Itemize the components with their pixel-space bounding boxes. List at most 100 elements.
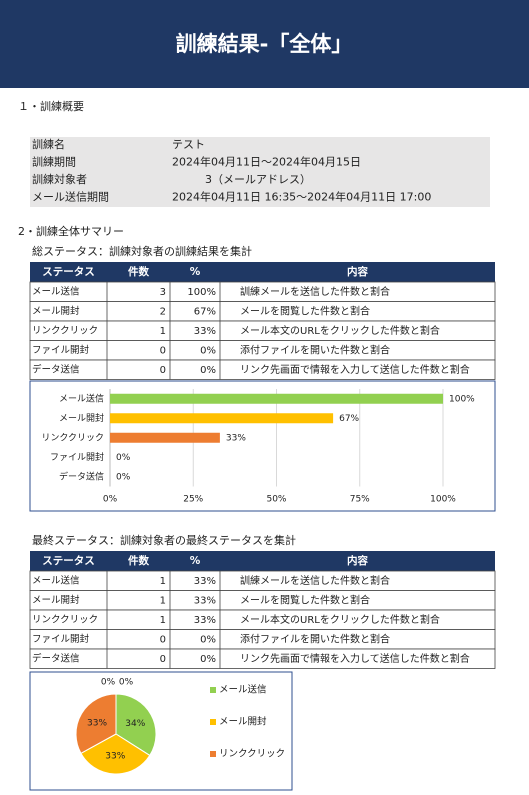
data-label: 100% — [449, 394, 475, 404]
cell: リンククリック — [32, 326, 98, 337]
cell: 1 — [160, 615, 166, 626]
bar — [110, 393, 443, 404]
cell: データ送信 — [32, 653, 80, 665]
cell: 67% — [194, 307, 216, 318]
column-header: % — [190, 266, 201, 278]
y-tick-label: ファイル開封 — [50, 451, 104, 463]
data-label: 34% — [125, 719, 145, 729]
x-tick-label: 0% — [103, 495, 118, 505]
x-tick-label: 50% — [266, 495, 286, 505]
cell: 0% — [200, 346, 216, 357]
cell: ファイル開封 — [32, 344, 90, 356]
data-label: 0% — [116, 453, 131, 463]
cell: 1 — [160, 326, 166, 337]
overview-bg — [30, 137, 490, 207]
cell: 訓練メールを送信した件数と割合 — [240, 574, 390, 587]
cell: 33% — [194, 576, 216, 587]
cell: メールを閲覧した件数と割合 — [240, 305, 370, 318]
field-label: 訓練対象者 — [32, 172, 87, 186]
table-header — [30, 262, 495, 282]
cell: 33% — [194, 596, 216, 607]
cell: 添付ファイルを開いた件数と割合 — [240, 344, 390, 357]
y-tick-label: リンククリック — [41, 432, 104, 443]
pie-slice — [75, 693, 117, 754]
chart-frame — [29, 671, 293, 791]
cell: ファイル開封 — [32, 633, 90, 645]
column-header: 内容 — [347, 265, 368, 278]
cell: 100% — [187, 287, 216, 298]
cell: メール本文のURLをクリックした件数と割合 — [240, 613, 440, 626]
cell: メール開封 — [32, 594, 80, 606]
cell: メール本文のURLをクリックした件数と割合 — [240, 324, 440, 337]
data-label: 0% — [101, 678, 116, 688]
chart-frame — [29, 380, 496, 512]
cell: リンク先画面で情報を入力して送信した件数と割合 — [240, 363, 470, 376]
legend-swatch — [210, 687, 216, 693]
section-heading: １・訓練概要 — [18, 99, 84, 113]
legend-swatch — [210, 751, 216, 757]
cell: 0% — [200, 635, 216, 646]
y-tick-label: メール送信 — [59, 392, 104, 404]
subtitle: 総ステータス：訓練対象者の訓練結果を集計 — [32, 244, 252, 258]
data-label: 0% — [116, 472, 131, 482]
data-label: 0% — [119, 678, 134, 688]
legend-label: リンククリック — [219, 749, 285, 760]
column-header: ステータス — [42, 266, 95, 278]
cell: 33% — [194, 615, 216, 626]
cell: 添付ファイルを開いた件数と割合 — [240, 633, 390, 646]
data-label: 33% — [105, 751, 125, 761]
title: 訓練結果-「全体」 — [176, 32, 353, 56]
legend-label: メール開封 — [219, 716, 267, 728]
cell: メール送信 — [32, 286, 80, 298]
bar — [110, 432, 220, 443]
table-row — [29, 359, 496, 380]
x-tick-label: 25% — [183, 495, 203, 505]
cell: 0% — [200, 654, 216, 665]
cell: 0% — [200, 365, 216, 376]
cell: 1 — [160, 596, 166, 607]
cell: 33% — [194, 326, 216, 337]
field-label: メール送信期間 — [32, 190, 109, 204]
header-band — [0, 0, 529, 88]
bar — [110, 413, 334, 424]
field-label: 訓練期間 — [32, 155, 76, 169]
cell: メール開封 — [32, 305, 80, 317]
cell: 訓練メールを送信した件数と割合 — [240, 285, 390, 298]
legend-swatch — [210, 719, 216, 725]
column-header: 件数 — [128, 554, 149, 567]
cell: 3 — [160, 287, 166, 298]
section-heading: 2・訓練全体サマリー — [18, 224, 124, 238]
field-label: 訓練名 — [32, 137, 65, 151]
cell: 0 — [160, 365, 166, 376]
subtitle: 最終ステータス：訓練対象者の最終ステータスを集計 — [32, 533, 296, 547]
x-tick-label: 100% — [430, 495, 456, 505]
field-value: 3（メールアドレス） — [205, 173, 311, 186]
table-header — [30, 551, 495, 571]
cell: 0 — [160, 635, 166, 646]
column-header: % — [190, 555, 201, 567]
cell: 0 — [160, 346, 166, 357]
cell: データ送信 — [32, 364, 80, 376]
field-value: 2024年04月11日～2024年04月15日 — [172, 155, 361, 169]
table-row — [29, 648, 496, 669]
y-tick-label: データ送信 — [59, 470, 104, 482]
cell: リンククリック — [32, 615, 98, 626]
cell: メール送信 — [32, 575, 80, 587]
cell: 0 — [160, 654, 166, 665]
cell: 1 — [160, 576, 166, 587]
legend-label: メール送信 — [219, 684, 267, 696]
data-label: 67% — [339, 414, 359, 424]
cell: リンク先画面で情報を入力して送信した件数と割合 — [240, 652, 470, 665]
cell: メールを閲覧した件数と割合 — [240, 594, 370, 607]
column-header: 内容 — [347, 554, 368, 567]
field-value: 2024年04月11日 16:35～2024年04月11日 17:00 — [172, 190, 431, 204]
column-header: 件数 — [128, 265, 149, 278]
y-tick-label: メール開封 — [59, 412, 104, 424]
x-tick-label: 75% — [350, 495, 370, 505]
column-header: ステータス — [42, 555, 95, 567]
data-label: 33% — [226, 433, 246, 443]
data-label: 33% — [87, 718, 107, 728]
cell: 2 — [160, 307, 166, 318]
